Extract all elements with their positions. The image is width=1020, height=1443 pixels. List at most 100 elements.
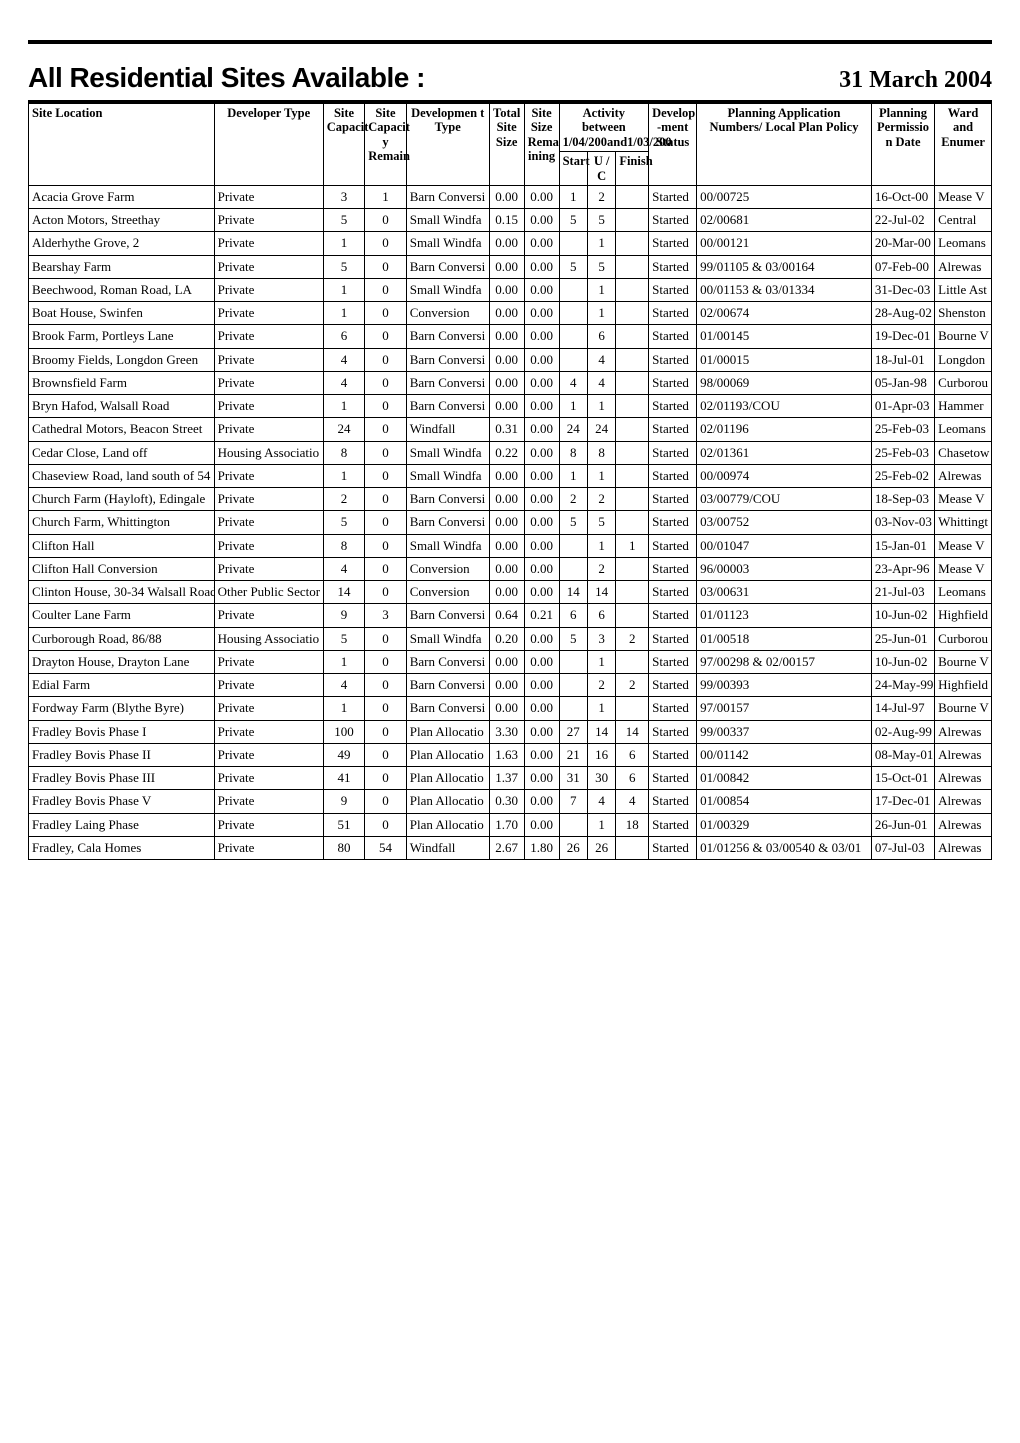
cell-plan: 98/00069 (697, 371, 872, 394)
cell-site: Bryn Hafod, Walsall Road (29, 395, 215, 418)
cell-plan: 03/00779/COU (697, 488, 872, 511)
cell-tsize: 0.00 (489, 348, 524, 371)
cell-tsize: 0.00 (489, 232, 524, 255)
cell-site: Clifton Hall Conversion (29, 557, 215, 580)
cell-type: Plan Allocatio (406, 813, 489, 836)
cell-type: Barn Conversi (406, 604, 489, 627)
cell-perm: 26-Jun-01 (871, 813, 934, 836)
cell-start (559, 325, 587, 348)
cell-type: Conversion (406, 302, 489, 325)
table-row: Broomy Fields, Longdon GreenPrivate40Bar… (29, 348, 992, 371)
cell-fin: 4 (616, 790, 649, 813)
cell-rem: 0 (365, 348, 406, 371)
cell-rsize: 0.00 (524, 325, 559, 348)
col-uc: U / C (587, 152, 615, 186)
cell-dev: Private (214, 557, 323, 580)
cell-rem: 0 (365, 743, 406, 766)
cell-dev: Private (214, 464, 323, 487)
cell-rsize: 1.80 (524, 836, 559, 859)
cell-ward: Alrewas (935, 464, 992, 487)
cell-dev: Housing Associatio (214, 627, 323, 650)
cell-status: Started (649, 790, 697, 813)
cell-ward: Leomans (935, 581, 992, 604)
cell-cap: 4 (323, 371, 364, 394)
cell-rsize: 0.00 (524, 488, 559, 511)
cell-tsize: 0.00 (489, 674, 524, 697)
cell-start: 5 (559, 209, 587, 232)
cell-rsize: 0.00 (524, 790, 559, 813)
cell-type: Plan Allocatio (406, 790, 489, 813)
cell-perm: 24-May-99 (871, 674, 934, 697)
cell-perm: 02-Aug-99 (871, 720, 934, 743)
cell-status: Started (649, 813, 697, 836)
cell-start: 8 (559, 441, 587, 464)
cell-ward: Mease V (935, 185, 992, 208)
cell-perm: 07-Feb-00 (871, 255, 934, 278)
cell-fin (616, 511, 649, 534)
cell-site: Drayton House, Drayton Lane (29, 650, 215, 673)
cell-status: Started (649, 720, 697, 743)
cell-status: Started (649, 674, 697, 697)
cell-tsize: 0.00 (489, 185, 524, 208)
cell-status: Started (649, 488, 697, 511)
cell-start (559, 534, 587, 557)
cell-ward: Hammer (935, 395, 992, 418)
cell-uc: 14 (587, 720, 615, 743)
cell-site: Church Farm (Hayloft), Edingale (29, 488, 215, 511)
cell-cap: 1 (323, 232, 364, 255)
cell-rsize: 0.00 (524, 348, 559, 371)
cell-site: Bearshay Farm (29, 255, 215, 278)
cell-rem: 0 (365, 557, 406, 580)
cell-fin (616, 371, 649, 394)
cell-dev: Private (214, 836, 323, 859)
cell-fin (616, 697, 649, 720)
cell-ward: Little Ast (935, 278, 992, 301)
cell-uc: 6 (587, 325, 615, 348)
cell-plan: 02/01193/COU (697, 395, 872, 418)
cell-perm: 20-Mar-00 (871, 232, 934, 255)
cell-plan: 01/00329 (697, 813, 872, 836)
cell-fin (616, 348, 649, 371)
cell-ward: Highfield (935, 674, 992, 697)
cell-plan: 96/00003 (697, 557, 872, 580)
cell-plan: 99/01105 & 03/00164 (697, 255, 872, 278)
cell-start: 4 (559, 371, 587, 394)
cell-tsize: 1.70 (489, 813, 524, 836)
cell-start: 31 (559, 767, 587, 790)
cell-rsize: 0.00 (524, 720, 559, 743)
cell-fin (616, 232, 649, 255)
cell-dev: Private (214, 255, 323, 278)
table-row: Brownsfield FarmPrivate40Barn Conversi0.… (29, 371, 992, 394)
cell-rem: 0 (365, 418, 406, 441)
cell-perm: 03-Nov-03 (871, 511, 934, 534)
cell-perm: 25-Jun-01 (871, 627, 934, 650)
cell-rem: 0 (365, 674, 406, 697)
title-row: All Residential Sites Available : 31 Mar… (28, 62, 992, 94)
cell-plan: 02/00674 (697, 302, 872, 325)
cell-ward: Alrewas (935, 836, 992, 859)
cell-perm: 07-Jul-03 (871, 836, 934, 859)
cell-rem: 0 (365, 697, 406, 720)
cell-ward: Alrewas (935, 255, 992, 278)
cell-status: Started (649, 650, 697, 673)
cell-cap: 5 (323, 209, 364, 232)
cell-ward: Leomans (935, 232, 992, 255)
cell-dev: Private (214, 511, 323, 534)
cell-fin (616, 325, 649, 348)
table-row: Bryn Hafod, Walsall RoadPrivate10Barn Co… (29, 395, 992, 418)
cell-start: 1 (559, 185, 587, 208)
cell-plan: 00/00974 (697, 464, 872, 487)
cell-fin (616, 278, 649, 301)
cell-rem: 0 (365, 720, 406, 743)
table-row: Fradley, Cala HomesPrivate8054Windfall2.… (29, 836, 992, 859)
cell-site: Fradley Bovis Phase V (29, 790, 215, 813)
cell-ward: Curborou (935, 627, 992, 650)
cell-perm: 31-Dec-03 (871, 278, 934, 301)
table-row: Fradley Bovis Phase IPrivate1000Plan All… (29, 720, 992, 743)
cell-dev: Private (214, 674, 323, 697)
cell-site: Church Farm, Whittington (29, 511, 215, 534)
cell-rem: 0 (365, 371, 406, 394)
table-row: Brook Farm, Portleys LanePrivate60Barn C… (29, 325, 992, 348)
table-row: Fradley Bovis Phase IIPrivate490Plan All… (29, 743, 992, 766)
cell-dev: Private (214, 278, 323, 301)
